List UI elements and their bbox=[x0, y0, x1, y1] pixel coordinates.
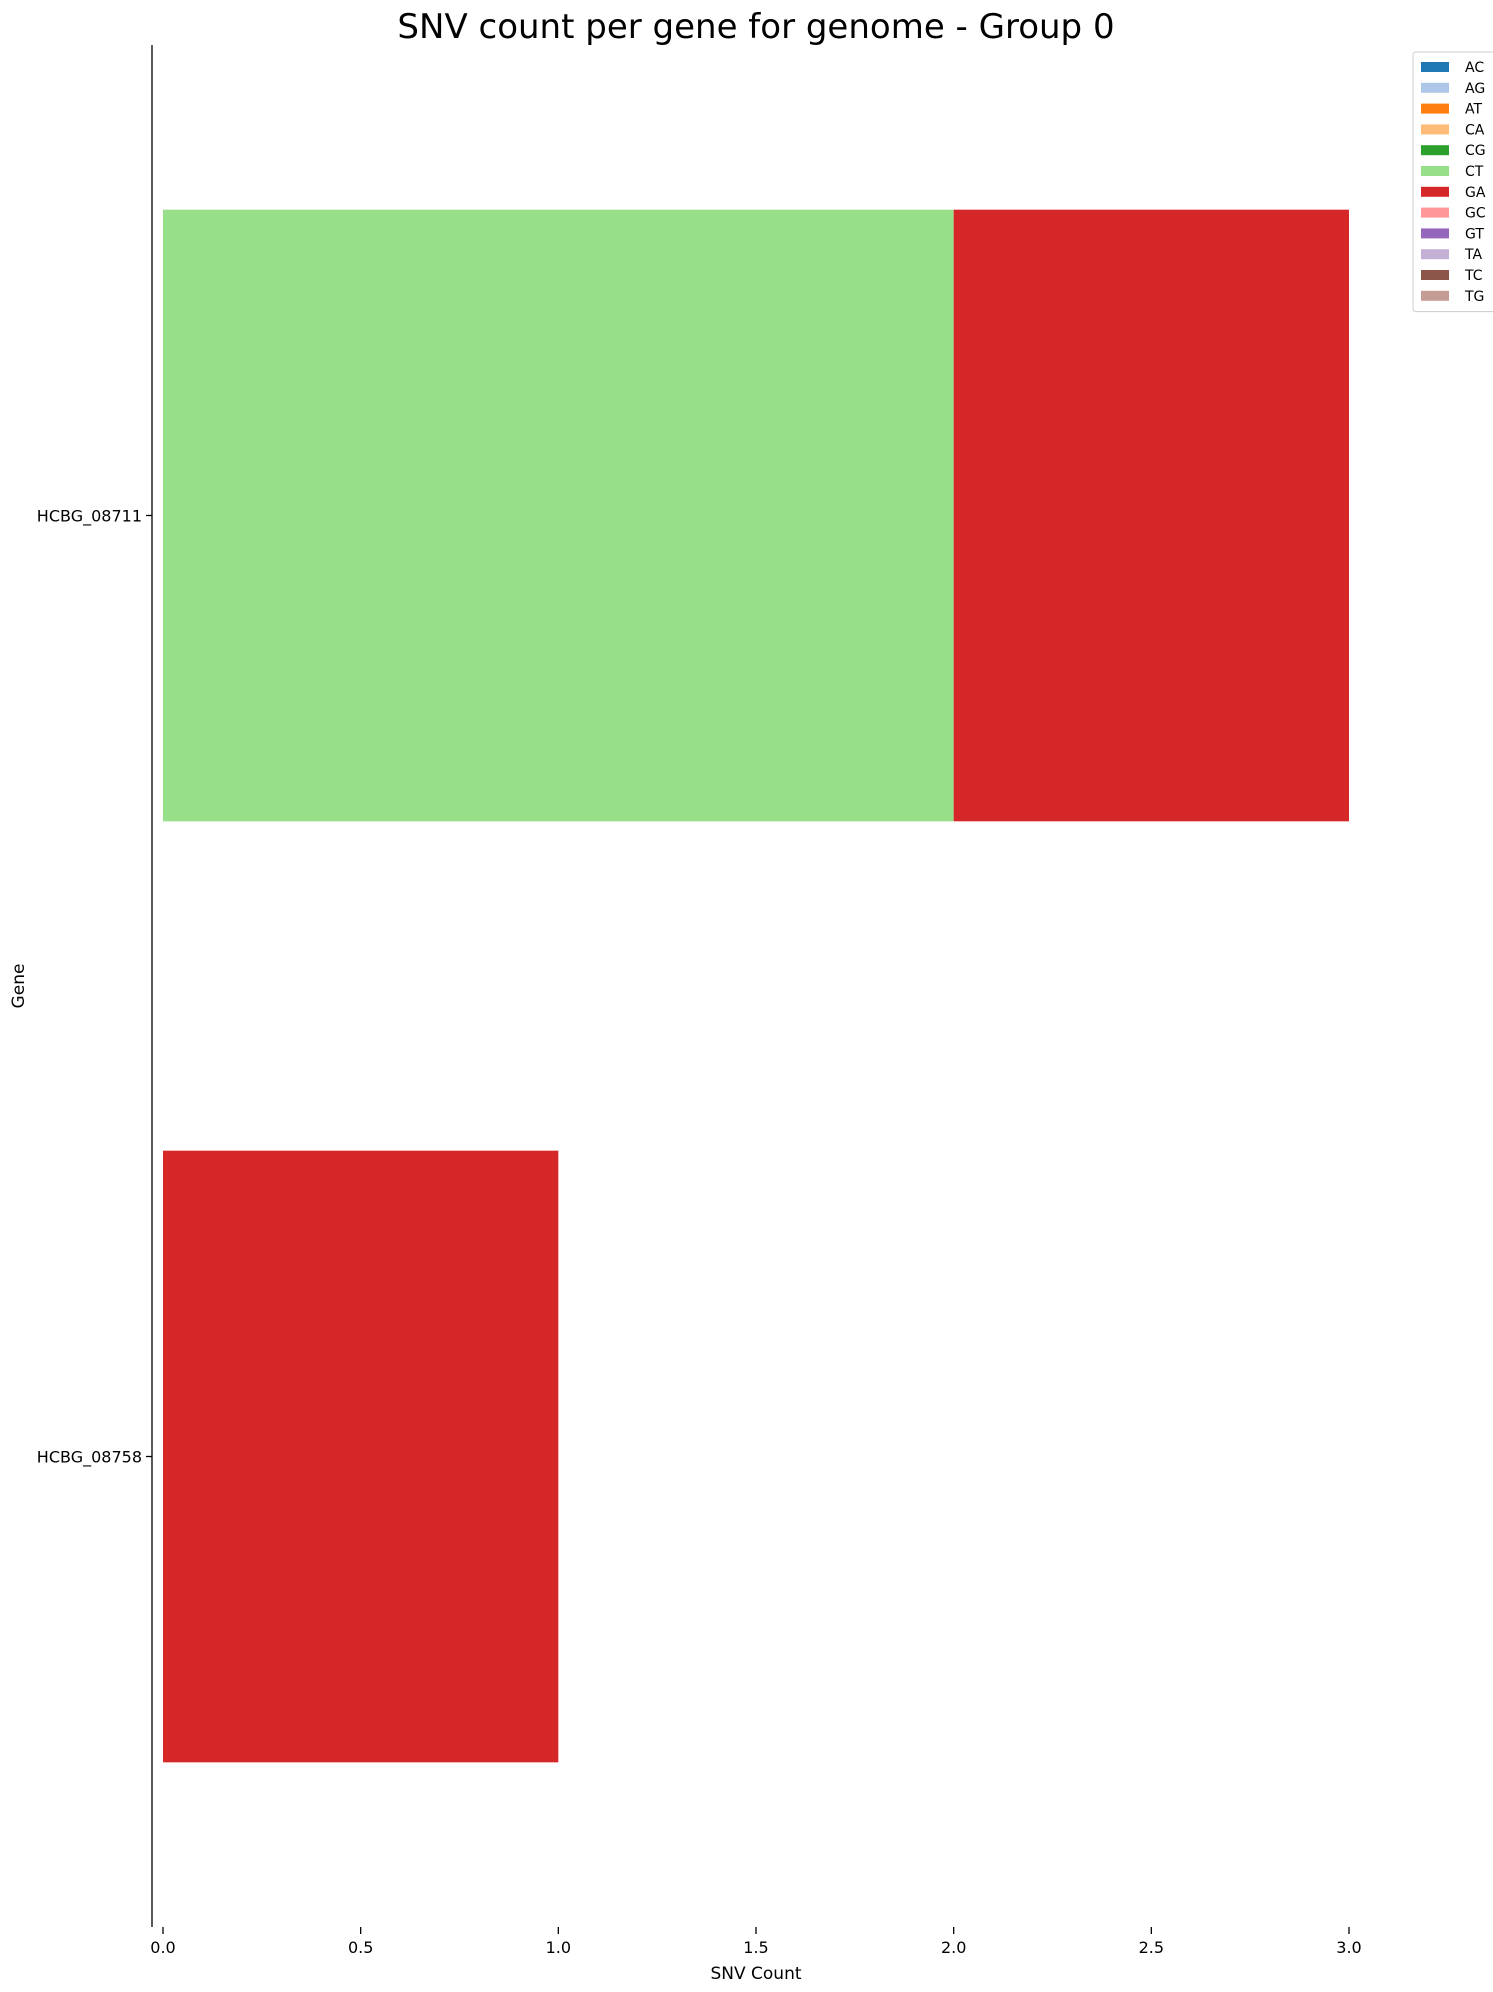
legend-swatch-ca bbox=[1421, 124, 1449, 135]
legend-label-ga: GA bbox=[1465, 185, 1486, 201]
legend-label-ac: AC bbox=[1465, 60, 1484, 76]
legend-swatch-ta bbox=[1421, 249, 1449, 260]
legend-swatch-ga bbox=[1421, 186, 1449, 197]
legend-swatch-ac bbox=[1421, 62, 1449, 72]
x-tick-label: 0.0 bbox=[150, 1938, 175, 1957]
legend-swatch-at bbox=[1421, 103, 1449, 114]
legend-swatch-tc bbox=[1421, 270, 1449, 280]
x-tick-label: 2.0 bbox=[941, 1938, 966, 1957]
legend-swatch-ct bbox=[1421, 166, 1449, 176]
x-tick-label: 2.5 bbox=[1139, 1938, 1164, 1957]
legend-label-tc: TC bbox=[1464, 268, 1483, 284]
legend-label-ag: AG bbox=[1465, 81, 1485, 97]
y-tick-label: HCBG_08711 bbox=[37, 507, 142, 527]
y-axis-label: Gene bbox=[9, 964, 29, 1009]
x-tick-label: 0.5 bbox=[348, 1938, 373, 1957]
x-axis-ticks: 0.0 0.5 1.0 1.5 2.0 2.5 3.0 bbox=[150, 1927, 1362, 1957]
legend-label-gc: GC bbox=[1465, 206, 1486, 222]
bar-hcbg_08711-ct bbox=[163, 209, 954, 822]
legend-frame bbox=[1412, 51, 1493, 313]
x-tick-label: 3.0 bbox=[1336, 1938, 1361, 1957]
legend-swatch-gc bbox=[1421, 207, 1449, 218]
x-tick-label: 1.5 bbox=[743, 1938, 768, 1957]
legend-swatch-tg bbox=[1421, 290, 1449, 301]
legend-swatch-cg bbox=[1421, 145, 1449, 156]
legend-swatch-ag bbox=[1421, 82, 1449, 93]
chart-title: SNV count per gene for genome - Group 0 bbox=[397, 7, 1114, 47]
legend-label-ta: TA bbox=[1464, 247, 1482, 263]
y-tick-label: HCBG_08758 bbox=[37, 1448, 142, 1468]
legend-label-tg: TG bbox=[1464, 289, 1484, 305]
legend: AC AG AT CA CG CT GA GC GT TA TC TG bbox=[1412, 51, 1493, 313]
x-axis-label: SNV Count bbox=[710, 1964, 801, 1984]
bars-layer bbox=[163, 209, 1349, 1763]
legend-label-cg: CG bbox=[1465, 143, 1486, 159]
legend-label-at: AT bbox=[1465, 102, 1482, 118]
y-axis-ticks: HCBG_08711 HCBG_08758 bbox=[37, 507, 152, 1468]
legend-label-ca: CA bbox=[1465, 122, 1485, 138]
legend-swatch-gt bbox=[1421, 228, 1449, 239]
bar-hcbg_08711-ga bbox=[953, 209, 1349, 822]
legend-label-ct: CT bbox=[1465, 164, 1484, 180]
x-tick-label: 1.0 bbox=[546, 1938, 571, 1957]
bar-hcbg_08758-ga bbox=[163, 1150, 559, 1763]
legend-label-gt: GT bbox=[1465, 226, 1484, 242]
